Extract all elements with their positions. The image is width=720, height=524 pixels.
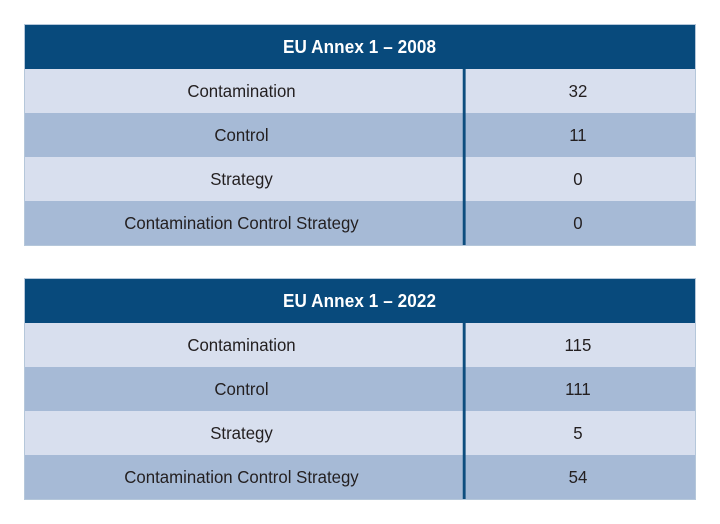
row-label: Contamination Control Strategy <box>124 466 359 487</box>
table-eu-annex-2008: EU Annex 1 – 2008 Contamination 32 Contr… <box>24 24 696 246</box>
table-2022-title: EU Annex 1 – 2022 <box>283 290 437 311</box>
table-row: Contamination Control Strategy 54 <box>25 455 695 499</box>
table-row: Strategy 5 <box>25 411 695 455</box>
row-label: Strategy <box>210 422 273 443</box>
row-value: 5 <box>462 411 691 455</box>
row-value: 115 <box>462 323 691 367</box>
table-2022-header: EU Annex 1 – 2022 <box>25 279 695 323</box>
table-2008-title: EU Annex 1 – 2008 <box>283 36 437 57</box>
table-row: Strategy 0 <box>25 157 695 201</box>
table-row: Contamination Control Strategy 0 <box>25 201 695 245</box>
table-row: Control 11 <box>25 113 695 157</box>
row-label: Strategy <box>210 168 273 189</box>
row-value: 11 <box>462 113 691 157</box>
row-value: 111 <box>462 367 691 411</box>
table-2008-header: EU Annex 1 – 2008 <box>25 25 695 69</box>
table-eu-annex-2022: EU Annex 1 – 2022 Contamination 115 Cont… <box>24 278 696 500</box>
row-label: Contamination Control Strategy <box>124 212 359 233</box>
row-label: Control <box>214 124 269 145</box>
row-label: Contamination <box>187 334 296 355</box>
table-row: Contamination 115 <box>25 323 695 367</box>
table-row: Control 111 <box>25 367 695 411</box>
row-value: 0 <box>462 157 691 201</box>
row-value: 32 <box>462 69 691 113</box>
row-label: Control <box>214 378 269 399</box>
table-row: Contamination 32 <box>25 69 695 113</box>
row-value: 0 <box>462 201 691 245</box>
row-label: Contamination <box>187 80 296 101</box>
row-value: 54 <box>462 455 691 499</box>
